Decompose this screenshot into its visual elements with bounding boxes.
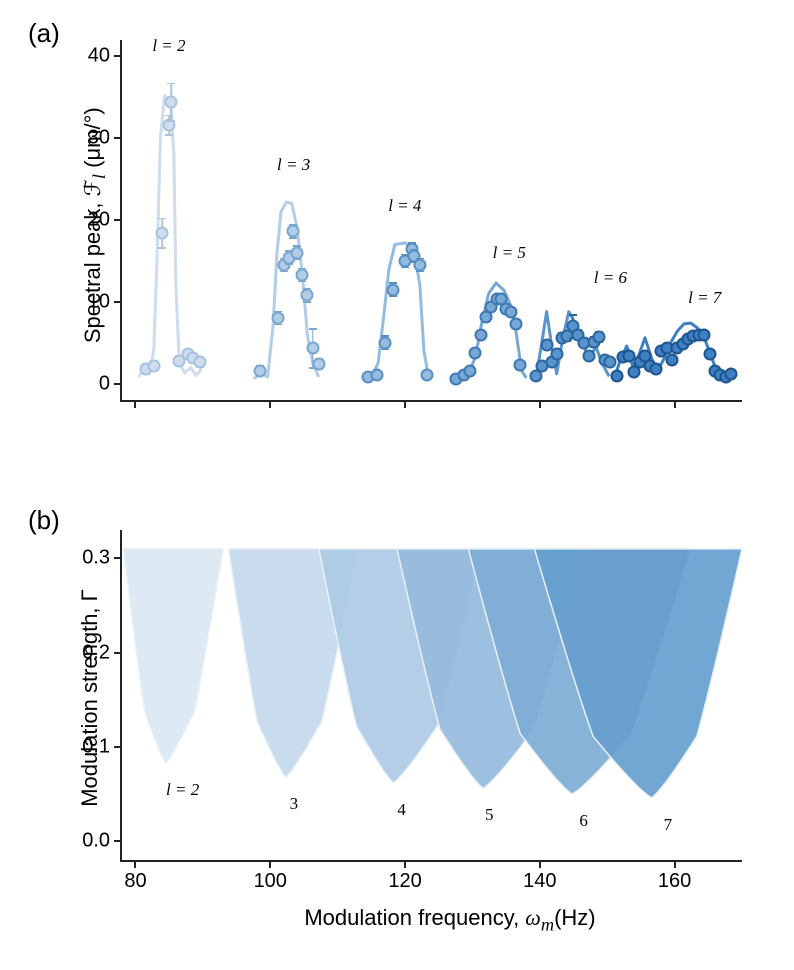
- panel-a-curves: [122, 40, 742, 400]
- error-cap: [569, 314, 577, 316]
- tongue-label-l5: 5: [485, 805, 494, 825]
- series-label-l6: l = 6: [594, 268, 627, 288]
- xtick-label: 100: [254, 860, 287, 893]
- xtick-label: 160: [658, 860, 691, 893]
- data-marker-l7: [724, 367, 737, 380]
- tongue-label-l3: 3: [290, 794, 299, 814]
- data-marker-l6: [593, 331, 606, 344]
- panel-a-ylabel: Spectral peak, ℱl (μm/°): [80, 75, 110, 375]
- series-label-l2: l = 2: [152, 36, 185, 56]
- data-marker-l3: [291, 246, 304, 259]
- series-curve-l2: [139, 96, 202, 378]
- xtick: [404, 400, 406, 408]
- error-cap: [158, 218, 166, 220]
- data-marker-l7: [665, 353, 678, 366]
- series-label-l3: l = 3: [277, 155, 310, 175]
- panel-b-ylabel: Modulation strength, Γ: [77, 558, 103, 838]
- data-marker-l4: [413, 259, 426, 272]
- tongue-label-l4: 4: [397, 800, 406, 820]
- data-marker-l3: [306, 342, 319, 355]
- data-marker-l4: [378, 336, 391, 349]
- xtick-label: 140: [523, 860, 556, 893]
- data-marker-l7: [698, 329, 711, 342]
- data-marker-l3: [286, 225, 299, 238]
- panel-b-xlabel-text: Modulation frequency, ωm(Hz): [304, 905, 595, 930]
- series-label-l5: l = 5: [493, 243, 526, 263]
- error-cap: [165, 134, 173, 136]
- data-marker-l4: [386, 283, 399, 296]
- data-marker-l4: [370, 369, 383, 382]
- panel-a-plot: 010203040l = 2l = 3l = 4l = 5l = 6l = 7: [120, 40, 742, 402]
- data-marker-l7: [611, 370, 624, 383]
- error-cap: [158, 247, 166, 249]
- panel-b-label: (b): [28, 505, 60, 536]
- error-cap: [165, 115, 173, 117]
- data-marker-l7: [649, 362, 662, 375]
- panel-b-plot: 0.00.10.20.380100120140160l = 234567: [120, 530, 742, 862]
- xtick-label: 120: [388, 860, 421, 893]
- data-marker-l4: [421, 369, 434, 382]
- data-marker-l3: [272, 312, 285, 325]
- data-marker-l2: [156, 227, 169, 240]
- data-marker-l3: [312, 358, 325, 371]
- tongue-label-l2: l = 2: [166, 780, 199, 800]
- error-cap: [309, 328, 317, 330]
- xtick: [674, 400, 676, 408]
- panel-b-ylabel-text: Modulation strength, Γ: [77, 589, 102, 807]
- error-cap: [167, 120, 175, 122]
- data-marker-l5: [474, 328, 487, 341]
- ytick-label: 40: [88, 45, 122, 68]
- tongue-label-l7: 7: [664, 815, 673, 835]
- data-marker-l2: [165, 96, 178, 109]
- data-marker-l7: [703, 348, 716, 361]
- ytick-label: 0: [99, 372, 122, 395]
- panel-b-xlabel: Modulation frequency, ωm(Hz): [260, 905, 640, 935]
- data-marker-l5: [504, 305, 517, 318]
- error-cap: [167, 83, 175, 85]
- data-marker-l5: [513, 358, 526, 371]
- xtick: [539, 400, 541, 408]
- figure-root: (a) 010203040l = 2l = 3l = 4l = 5l = 6l …: [0, 0, 794, 970]
- data-marker-l5: [509, 317, 522, 330]
- panel-b-tongues: [122, 530, 742, 860]
- data-marker-l5: [463, 364, 476, 377]
- panel-a-ylabel-text: Spectral peak, ℱl (μm/°): [80, 107, 105, 343]
- data-marker-l3: [254, 364, 267, 377]
- panel-a-label: (a): [28, 18, 60, 49]
- xtick-label: 80: [124, 860, 146, 893]
- xtick: [134, 400, 136, 408]
- xtick: [269, 400, 271, 408]
- series-label-l7: l = 7: [688, 288, 721, 308]
- data-marker-l6: [583, 349, 596, 362]
- data-marker-l3: [301, 289, 314, 302]
- tongue-label-l6: 6: [579, 811, 588, 831]
- series-label-l4: l = 4: [388, 196, 421, 216]
- arnold-tongue-l2: [123, 549, 223, 763]
- data-marker-l2: [193, 356, 206, 369]
- data-marker-l2: [148, 359, 161, 372]
- data-marker-l3: [295, 268, 308, 281]
- data-marker-l6: [603, 356, 616, 369]
- data-marker-l5: [469, 346, 482, 359]
- data-marker-l6: [551, 348, 564, 361]
